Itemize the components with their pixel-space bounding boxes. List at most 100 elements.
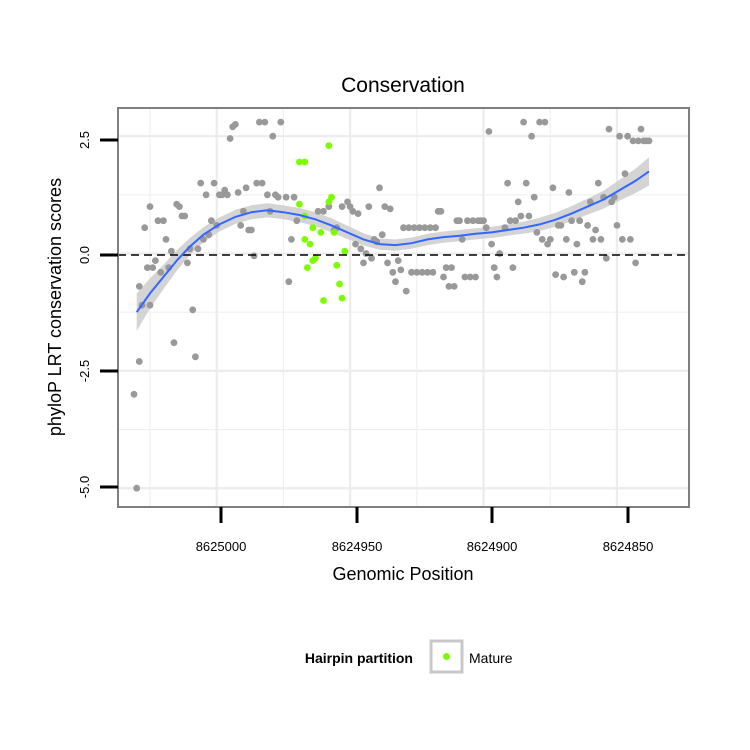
data-point [130,390,138,398]
data-point [314,207,322,215]
data-point [626,236,634,243]
data-point [424,268,431,276]
data-point [581,268,589,276]
data-point [290,193,298,201]
data-point [362,250,370,257]
data-point [368,254,375,262]
data-point [573,240,581,248]
data-point [490,264,498,271]
data-point [557,222,565,229]
data-point [605,125,613,133]
data-point [461,273,469,281]
data-point [416,224,423,232]
data-point [525,212,533,220]
data-point [357,245,365,253]
data-point [320,207,327,215]
data-point [429,268,437,276]
data-point [445,283,453,290]
data-point [560,273,567,281]
data-point [141,224,149,232]
data-point [144,264,151,271]
data-point [624,132,631,140]
data-point [480,217,487,225]
data-point [485,128,493,135]
data-point [386,205,394,213]
data-point [522,179,530,187]
data-point [440,273,447,281]
data-point [389,268,397,276]
data-point [181,212,189,220]
data-point [232,121,239,128]
data-point [354,210,362,218]
data-point [157,268,165,276]
grid-lines [118,108,689,507]
data-point [242,184,250,192]
data-point [384,259,391,267]
data-point [536,118,543,126]
data-point [224,191,231,199]
data-point [562,236,570,243]
data-point [578,278,586,286]
data-point [512,217,519,225]
data-point [509,264,517,271]
data-point-mature [330,229,338,236]
y-tick-label: 2.5 [77,131,92,149]
data-point [152,257,159,264]
x-tick-label: 8625000 [196,539,247,554]
data-point [146,203,154,211]
data-point [248,226,255,234]
data-point [210,179,218,187]
data-point [338,203,346,211]
data-point [160,217,167,225]
data-point [634,137,642,145]
data-point [613,222,621,229]
data-point [466,273,474,281]
data-point-mature [325,142,333,150]
data-point [285,278,293,286]
data-point [405,224,413,232]
data-point [261,118,269,126]
data-point [584,222,591,229]
data-point-mature [304,264,311,271]
data-point [530,193,538,201]
y-axis: 2.5 0.0 -2.5 -5.0 phyloP LRT conservatio… [45,131,118,498]
data-point-mature [309,224,317,232]
data-point [162,236,170,243]
data-point [274,193,282,201]
x-tick-label: 8624850 [603,539,654,554]
data-point [629,137,637,145]
data-point-mature [306,240,314,248]
data-point [154,217,162,225]
data-point [506,217,514,225]
data-point [565,189,573,196]
data-point [240,207,247,215]
x-axis: 8625000 8624950 8624900 8624850 Genomic … [196,507,654,584]
data-point [437,207,445,215]
legend-key-point [443,653,450,660]
data-point [277,118,285,126]
smooth-line [135,170,650,313]
data-point [149,264,157,271]
data-point [469,217,477,225]
data-point-mature [328,193,335,201]
data-point [576,217,583,225]
plot-background [118,108,689,507]
data-point [397,266,405,274]
data-point [448,264,455,271]
data-point [288,236,295,243]
data-point [594,179,602,187]
data-point [421,224,429,232]
data-point [496,250,503,257]
data-point-mature [301,236,309,243]
data-point [418,268,426,276]
data-point-mature [296,200,303,208]
data-point [394,257,402,264]
legend: Hairpin partition Mature [305,639,513,674]
data-point [365,203,373,211]
data-point [197,179,205,187]
data-point [621,170,629,178]
data-point [250,252,258,260]
y-axis-title: phyloP LRT conservation scores [45,178,65,436]
y-tick-label: -5.0 [77,476,92,498]
data-point [570,268,578,276]
